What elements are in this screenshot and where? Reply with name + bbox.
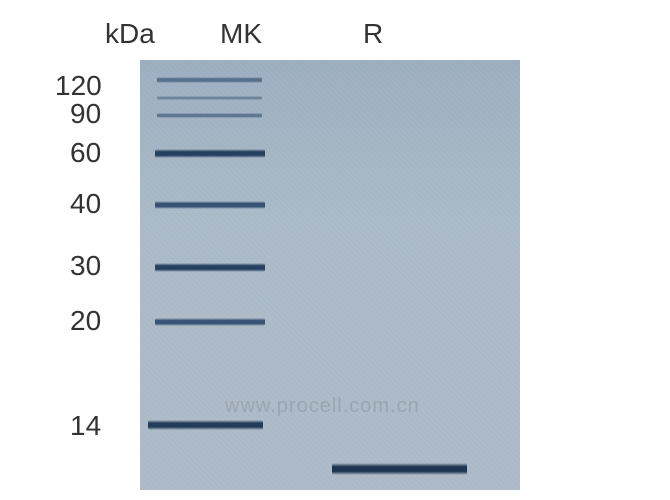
band-marker <box>157 96 262 100</box>
mw-label: 30 <box>70 250 101 282</box>
mw-label: 40 <box>70 188 101 220</box>
band-marker <box>155 149 265 158</box>
mw-label: 90 <box>70 98 101 130</box>
band-marker <box>157 113 262 118</box>
band-marker <box>148 420 263 430</box>
lane-sample-label: R <box>363 18 383 50</box>
band-sample <box>332 463 467 475</box>
mw-label: 20 <box>70 305 101 337</box>
watermark-text: www.procell.com.cn <box>225 395 420 418</box>
band-marker <box>155 318 265 326</box>
lane-marker-label: MK <box>220 18 262 50</box>
mw-label: 60 <box>70 137 101 169</box>
gel-image-container: kDa MK R 120906040302014 www.procell.com… <box>0 0 670 500</box>
band-marker <box>155 263 265 272</box>
band-marker <box>157 77 262 83</box>
band-marker <box>155 201 265 209</box>
unit-label: kDa <box>105 18 155 50</box>
mw-label: 14 <box>70 410 101 442</box>
